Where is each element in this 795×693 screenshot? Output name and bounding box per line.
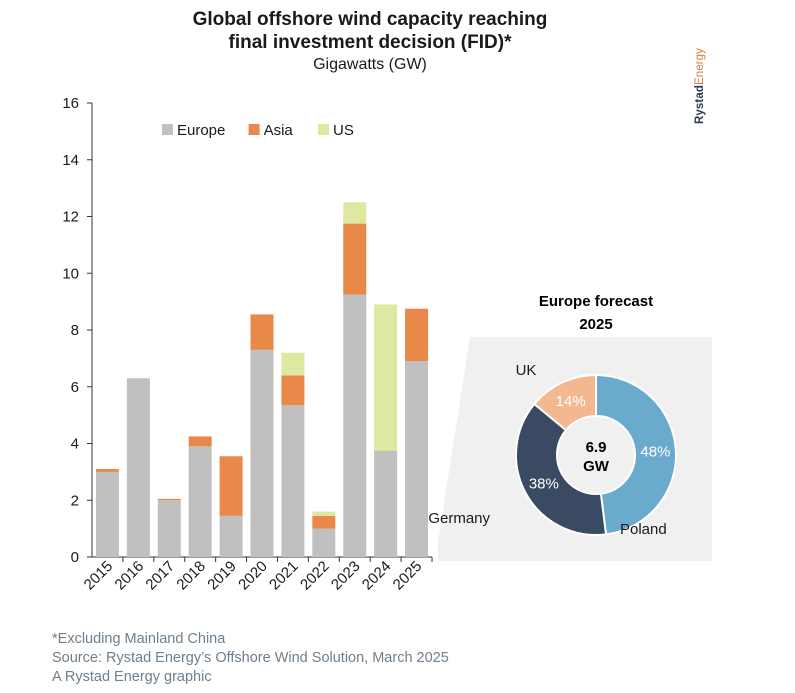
bar-europe xyxy=(157,500,181,557)
donut-percent-label-poland: 48% xyxy=(640,443,670,460)
x-tick-label: 2015 xyxy=(81,558,117,594)
bar-asia xyxy=(312,515,336,529)
bar-asia xyxy=(250,314,274,350)
bar-europe xyxy=(281,405,305,557)
donut-center-value: 6.9 xyxy=(586,439,607,456)
legend-swatch-us xyxy=(318,124,329,135)
y-tick-label: 16 xyxy=(62,95,79,112)
bar-us xyxy=(343,202,367,224)
bar-us xyxy=(312,511,336,516)
bar-europe xyxy=(343,294,367,557)
footer-notes: *Excluding Mainland China Source: Rystad… xyxy=(52,630,449,687)
donut-slice-poland xyxy=(595,373,677,536)
bar-europe xyxy=(188,446,212,557)
bar-asia xyxy=(188,436,212,447)
source-note: Source: Rystad Energy’s Offshore Wind So… xyxy=(52,650,449,666)
x-tick-label: 2024 xyxy=(359,558,395,594)
legend-label-asia: Asia xyxy=(264,122,294,139)
bar-asia xyxy=(343,223,367,295)
chart-subtitle: Gigawatts (GW) xyxy=(313,56,427,73)
y-tick-label: 12 xyxy=(62,209,79,226)
y-tick-label: 2 xyxy=(71,492,79,509)
bar-europe xyxy=(374,450,398,557)
x-tick-label: 2017 xyxy=(142,558,178,594)
x-tick-label: 2016 xyxy=(112,558,148,594)
legend-label-europe: Europe xyxy=(177,122,225,139)
bar-europe xyxy=(312,528,336,557)
y-tick-label: 6 xyxy=(71,379,79,396)
bar-us xyxy=(281,352,305,376)
donut-percent-label-germany: 38% xyxy=(529,476,559,493)
y-tick-label: 8 xyxy=(71,322,79,339)
donut-name-label-uk: UK xyxy=(516,362,537,379)
x-tick-label: 2022 xyxy=(297,558,333,594)
legend-label-us: US xyxy=(333,122,354,139)
chart-title-line-1: Global offshore wind capacity reaching xyxy=(192,9,548,30)
bar-us xyxy=(374,304,398,451)
inset-title-line-2: 2025 xyxy=(579,316,612,333)
x-tick-label: 2020 xyxy=(235,558,271,594)
x-tick-label: 2019 xyxy=(204,558,240,594)
donut-slice-uk xyxy=(532,373,597,432)
bar-europe xyxy=(95,471,119,557)
bar-asia xyxy=(219,456,243,516)
y-tick-label: 4 xyxy=(71,436,79,453)
y-tick-label: 10 xyxy=(62,265,79,282)
donut-slice-germany xyxy=(515,402,608,536)
bar-asia xyxy=(95,469,119,472)
y-tick-label: 14 xyxy=(62,152,79,169)
donut-center-unit: GW xyxy=(583,458,610,475)
bar-asia xyxy=(157,498,181,501)
legend-swatch-asia xyxy=(248,124,260,135)
footnote: *Excluding Mainland China xyxy=(52,631,226,647)
legend-swatch-europe xyxy=(162,124,173,135)
x-tick-label: 2025 xyxy=(390,558,426,594)
inset-title-line-1: Europe forecast xyxy=(539,293,653,310)
donut-percent-label-uk: 14% xyxy=(556,393,586,410)
chart-title-line-2: final investment decision (FID)* xyxy=(228,32,512,53)
x-tick-label: 2023 xyxy=(328,558,364,594)
bar-asia xyxy=(281,375,305,406)
bar-europe xyxy=(250,349,274,557)
y-tick-label: 0 xyxy=(71,549,79,566)
donut-name-label-germany: Germany xyxy=(428,510,490,527)
x-tick-label: 2021 xyxy=(266,558,302,594)
bar-asia xyxy=(405,308,429,362)
chart-title-block: Global offshore wind capacity reaching f… xyxy=(0,8,740,75)
credit-note: A Rystad Energy graphic xyxy=(52,669,212,685)
bar-europe xyxy=(405,361,429,557)
x-tick-label: 2018 xyxy=(173,558,209,594)
bar-europe xyxy=(219,515,243,557)
bar-europe xyxy=(126,378,150,557)
donut-name-label-poland: Poland xyxy=(620,521,667,538)
